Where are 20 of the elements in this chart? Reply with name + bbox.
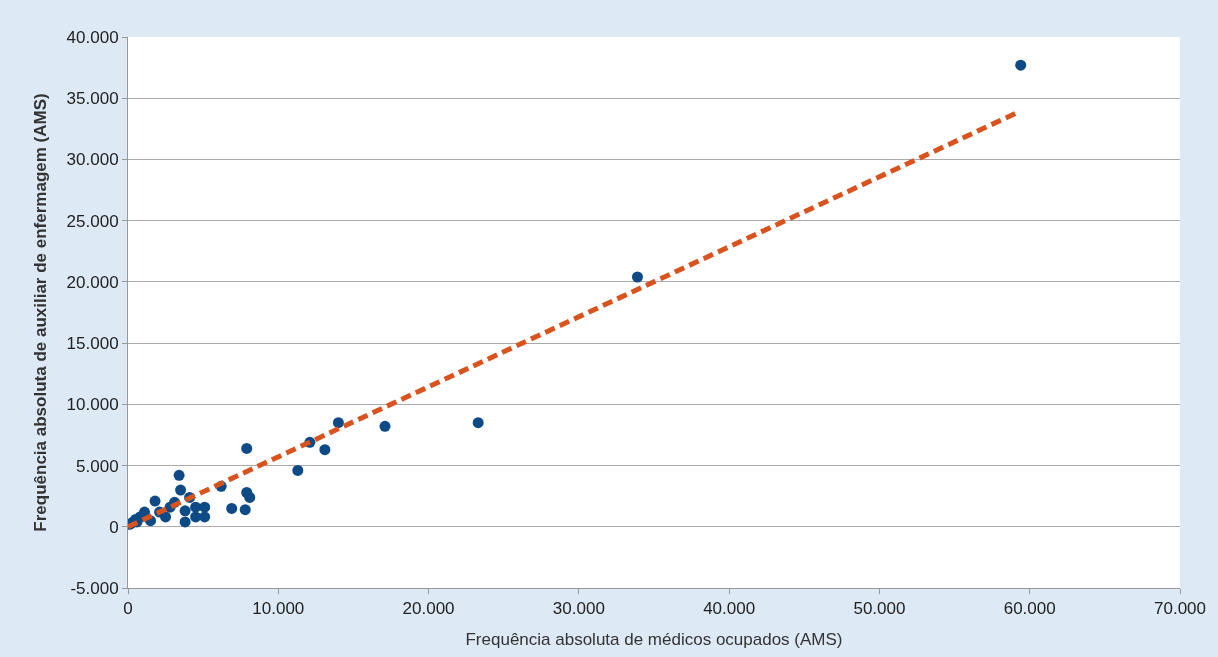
y-tick-label: 40.000 [66,27,119,47]
y-tick-label: 5.000 [76,456,119,476]
x-tick-label: 70.000 [1154,599,1206,619]
y-tick-label: 35.000 [66,89,119,109]
y-tick-label: 10.000 [66,395,119,415]
y-tick-label: 0 [109,517,119,537]
x-axis-title: Frequência absoluta de médicos ocupados (AMS) [465,629,843,649]
x-tick-label: 30.000 [552,599,605,619]
x-tick-label: 60.000 [1003,599,1056,619]
y-tick-label: 15.000 [66,334,119,354]
y-tick-label: -5.000 [70,578,119,598]
y-tick-label: 25.000 [66,211,119,231]
y-axis-title: Frequência absoluta de auxiliar de enfermagem (AMS) [31,93,51,532]
x-tick-label: 40.000 [703,599,756,619]
x-tick-label: 50.000 [853,599,906,619]
y-tick-label: 20.000 [66,272,119,292]
y-tick-label: 30.000 [66,150,119,170]
x-tick-label: 10.000 [252,599,305,619]
x-tick-label: 20.000 [402,599,455,619]
x-tick-label: 0 [123,599,133,619]
